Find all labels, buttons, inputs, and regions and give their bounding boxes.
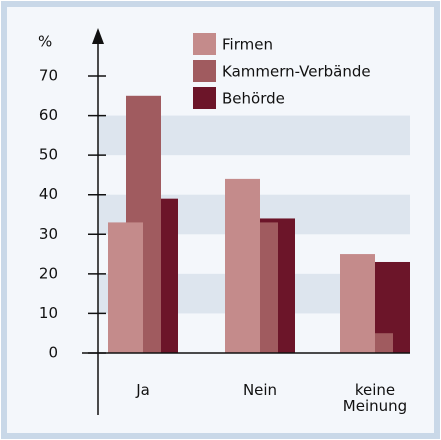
bar — [225, 178, 260, 353]
x-tick-label: Nein — [242, 381, 278, 399]
x-tick-label: keine Meinung — [342, 381, 408, 415]
legend: Firmen Kammern-Verbände Behörde — [193, 33, 371, 109]
y-tick-label: 50 — [39, 146, 58, 164]
legend-label: Behörde — [222, 90, 285, 108]
legend-label: Kammern-Verbände — [222, 63, 371, 81]
x-tick-label: Ja — [136, 381, 150, 399]
legend-swatch — [193, 60, 216, 82]
y-axis-arrow — [92, 28, 104, 44]
bars — [108, 95, 410, 354]
bar — [340, 254, 375, 353]
legend-swatch — [193, 33, 216, 55]
y-tick-label: 70 — [39, 67, 58, 85]
y-tick-label: 40 — [39, 185, 58, 203]
y-tick-label: 20 — [39, 264, 58, 282]
bar — [108, 222, 143, 353]
y-tick-label: 60 — [39, 106, 58, 124]
legend-label: Firmen — [222, 36, 273, 54]
ticks: 0 10 20 30 40 50 60 70 — [39, 67, 106, 362]
y-axis-label: % — [38, 33, 52, 51]
y-tick-label: 0 — [48, 344, 58, 362]
y-tick-label: 30 — [39, 225, 58, 243]
legend-swatch — [193, 87, 216, 109]
y-tick-label: 10 — [39, 304, 58, 322]
